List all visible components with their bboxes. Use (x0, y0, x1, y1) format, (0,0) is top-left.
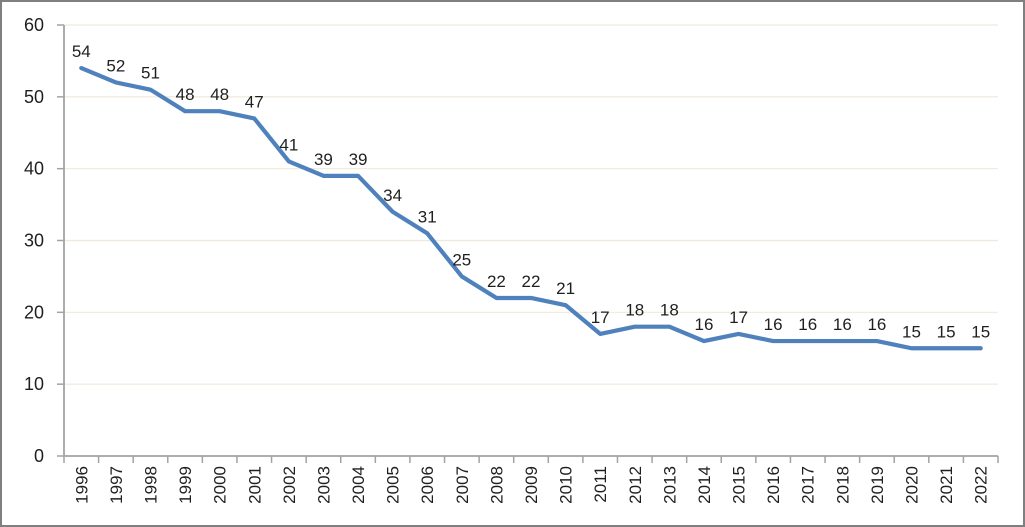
data-label: 21 (556, 279, 575, 298)
x-tick-label: 2022 (972, 466, 991, 504)
x-tick-label: 2018 (833, 466, 852, 504)
data-label: 48 (210, 85, 229, 104)
x-tick-label: 2011 (591, 466, 610, 503)
y-tick-label: 60 (24, 15, 44, 35)
y-tick-label: 50 (24, 87, 44, 107)
data-label: 39 (314, 150, 333, 169)
data-label: 16 (695, 315, 714, 334)
data-label: 16 (867, 315, 886, 334)
data-label: 15 (902, 322, 921, 341)
data-label: 22 (522, 272, 541, 291)
y-tick-label: 20 (24, 302, 44, 322)
data-label: 47 (245, 92, 264, 111)
y-tick-label: 0 (34, 446, 44, 466)
x-tick-label: 2017 (799, 466, 818, 504)
x-tick-label: 2010 (557, 466, 576, 504)
data-label: 16 (798, 315, 817, 334)
data-labels: 54 52 51 48 48 47 41 39 39 34 31 25 22 22 21 17 18 18 16 17… (72, 42, 990, 341)
data-label: 48 (176, 85, 195, 104)
x-tick-label: 2009 (522, 466, 541, 504)
data-label: 41 (279, 135, 298, 154)
data-label: 51 (141, 64, 160, 83)
data-label: 18 (625, 301, 644, 320)
x-tick-label: 2002 (280, 466, 299, 504)
x-tick-label: 2021 (937, 466, 956, 504)
x-tick-label: 2000 (211, 466, 230, 504)
axes (57, 24, 999, 463)
series-line (79, 65, 983, 351)
data-label: 18 (660, 301, 679, 320)
data-label: 17 (591, 308, 610, 327)
data-label: 16 (833, 315, 852, 334)
x-tick-label: 1996 (72, 466, 91, 504)
data-label: 15 (971, 322, 990, 341)
x-tick-label: 2014 (695, 466, 714, 504)
data-label: 39 (349, 150, 368, 169)
data-label: 17 (729, 308, 748, 327)
x-tick-label: 2007 (453, 466, 472, 504)
x-tick-label: 1997 (107, 466, 126, 504)
x-tick-label: 2001 (245, 466, 264, 504)
y-gridlines (64, 24, 998, 385)
data-label: 31 (418, 207, 437, 226)
data-label: 15 (937, 322, 956, 341)
x-tick-label: 2015 (730, 466, 749, 504)
x-tick-label: 2004 (349, 466, 368, 504)
data-label: 34 (383, 186, 402, 205)
x-tick-label: 2019 (868, 466, 887, 504)
x-tick-label: 2008 (487, 466, 506, 504)
data-label: 22 (487, 272, 506, 291)
x-tick-label: 1999 (176, 466, 195, 504)
x-tick-label: 2003 (314, 466, 333, 504)
x-tick-label: 2005 (384, 466, 403, 504)
x-tick-label: 1998 (141, 466, 160, 504)
y-tick-label: 30 (24, 231, 44, 251)
x-tick-label: 2006 (418, 466, 437, 504)
x-tick-label: 2020 (903, 466, 922, 504)
x-tick-label: 2012 (626, 466, 645, 504)
y-tick-label: 40 (24, 159, 44, 179)
y-tick-labels: 0 10 20 30 40 50 60 (24, 15, 44, 466)
data-label: 52 (106, 56, 125, 75)
data-label: 16 (764, 315, 783, 334)
x-tick-label: 2013 (660, 466, 679, 504)
y-tick-label: 10 (24, 374, 44, 394)
data-label: 25 (452, 250, 471, 269)
x-tick-labels: 1996 1997 1998 1999 2000 2001 2002 2003 2004 2005… (72, 466, 990, 504)
data-label: 54 (72, 42, 91, 61)
x-tick-label: 2016 (764, 466, 783, 504)
